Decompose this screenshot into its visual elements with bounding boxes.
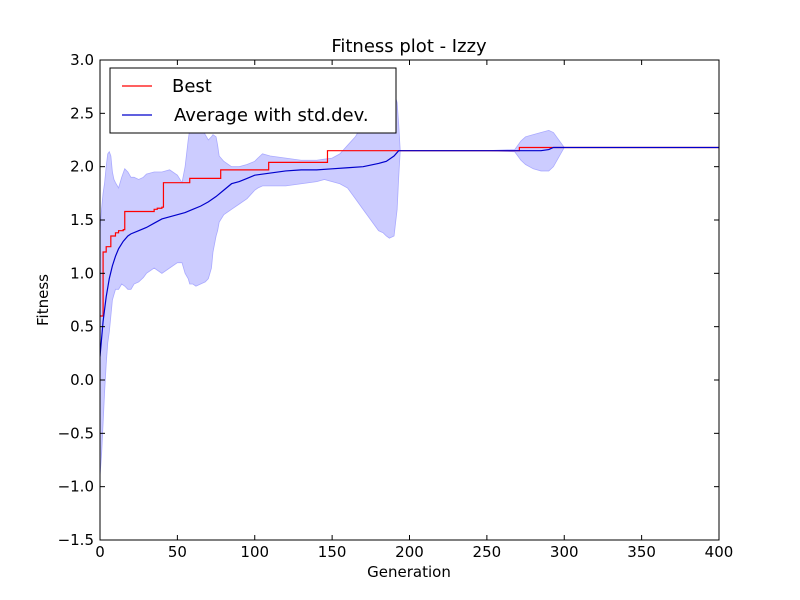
y-tick-label: 1.5 <box>70 211 94 229</box>
x-tick-label: 300 <box>550 543 579 561</box>
average-line <box>100 146 719 357</box>
plot-series-group <box>100 89 719 477</box>
y-tick-label: 2.5 <box>70 104 94 122</box>
y-axis-label: Fitness <box>34 274 52 326</box>
legend: Best Average with std.dev. <box>109 67 397 134</box>
x-tick-label: 150 <box>318 543 347 561</box>
y-tick-label: 0.5 <box>70 318 94 336</box>
y-tick-label: 1.0 <box>70 264 94 282</box>
y-tick-label: −1.5 <box>58 531 94 549</box>
y-tick-label: −0.5 <box>58 424 94 442</box>
y-tick-label: 3.0 <box>70 51 94 69</box>
x-tick-label: 350 <box>627 543 656 561</box>
legend-label-best: Best <box>172 76 212 97</box>
x-tick-label: 0 <box>95 543 105 561</box>
y-tick-label: 2.0 <box>70 158 94 176</box>
x-tick-label: 50 <box>168 543 187 561</box>
ticks-layer: 0 50 100 150 200 250 300 350 400 −1.5 −1.0 −0.5 0.0 0… <box>58 51 734 561</box>
x-tick-label: 100 <box>240 543 269 561</box>
best-line <box>100 146 719 317</box>
x-axis-label: Generation <box>367 563 451 581</box>
x-tick-label: 250 <box>473 543 502 561</box>
y-tick-label: −1.0 <box>58 478 94 496</box>
legend-box <box>109 67 397 134</box>
legend-label-average: Average with std.dev. <box>174 105 369 126</box>
x-tick-label: 200 <box>395 543 424 561</box>
x-tick-label: 400 <box>705 543 734 561</box>
y-tick-label: 0.0 <box>70 371 94 389</box>
chart-title: Fitness plot - Izzy <box>331 36 487 57</box>
plot-layer <box>100 89 719 477</box>
